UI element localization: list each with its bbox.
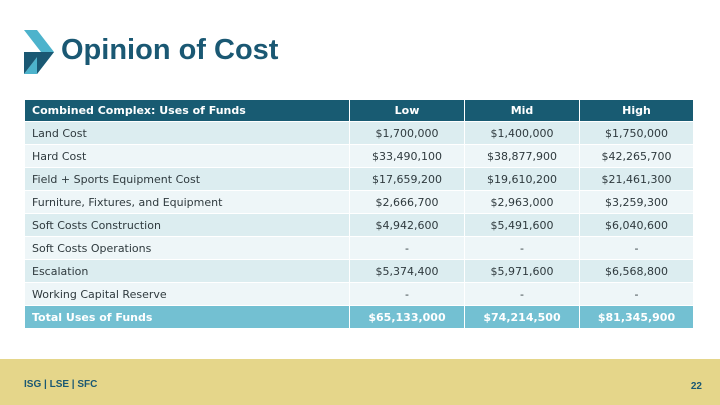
row-label: Soft Costs Operations: [24, 236, 350, 260]
mid-value: $5,491,600: [464, 213, 580, 237]
table-header-row: Combined Complex: Uses of Funds Low Mid …: [24, 99, 694, 122]
footer-band: ISG | LSE | SFC 22: [0, 359, 720, 405]
low-value: $17,659,200: [349, 167, 465, 191]
high-value: $6,040,600: [579, 213, 694, 237]
mid-value: -: [464, 236, 580, 260]
row-label: Field + Sports Equipment Cost: [24, 167, 350, 191]
page-title: Opinion of Cost: [61, 34, 279, 66]
high-value: $3,259,300: [579, 190, 694, 214]
table-row: Field + Sports Equipment Cost $17,659,20…: [24, 167, 694, 191]
column-header-high: High: [579, 99, 694, 122]
low-value: $33,490,100: [349, 144, 465, 168]
table-row: Soft Costs Operations - - -: [24, 236, 694, 260]
table-row: Working Capital Reserve - - -: [24, 282, 694, 306]
column-header-low: Low: [349, 99, 465, 122]
low-value: $5,374,400: [349, 259, 465, 283]
row-label: Working Capital Reserve: [24, 282, 350, 306]
row-label: Soft Costs Construction: [24, 213, 350, 237]
row-label: Land Cost: [24, 121, 350, 145]
total-label: Total Uses of Funds: [24, 305, 350, 329]
table-row: Hard Cost $33,490,100 $38,877,900 $42,26…: [24, 144, 694, 168]
column-header-mid: Mid: [464, 99, 580, 122]
low-value: $2,666,700: [349, 190, 465, 214]
high-value: $1,750,000: [579, 121, 694, 145]
high-value: -: [579, 282, 694, 306]
chevron-logo-icon: [24, 30, 54, 74]
total-mid-value: $74,214,500: [464, 305, 580, 329]
table-row: Furniture, Fixtures, and Equipment $2,66…: [24, 190, 694, 214]
high-value: $21,461,300: [579, 167, 694, 191]
table-row: Escalation $5,374,400 $5,971,600 $6,568,…: [24, 259, 694, 283]
mid-value: -: [464, 282, 580, 306]
low-value: $1,700,000: [349, 121, 465, 145]
column-header-category: Combined Complex: Uses of Funds: [24, 99, 350, 122]
low-value: -: [349, 236, 465, 260]
row-label: Hard Cost: [24, 144, 350, 168]
uses-of-funds-table: Combined Complex: Uses of Funds Low Mid …: [24, 99, 694, 329]
mid-value: $19,610,200: [464, 167, 580, 191]
high-value: -: [579, 236, 694, 260]
table-row: Land Cost $1,700,000 $1,400,000 $1,750,0…: [24, 121, 694, 145]
mid-value: $38,877,900: [464, 144, 580, 168]
footer-organizations: ISG | LSE | SFC: [24, 379, 98, 390]
total-low-value: $65,133,000: [349, 305, 465, 329]
total-row: Total Uses of Funds $65,133,000 $74,214,…: [24, 305, 694, 329]
mid-value: $2,963,000: [464, 190, 580, 214]
low-value: $4,942,600: [349, 213, 465, 237]
mid-value: $5,971,600: [464, 259, 580, 283]
total-high-value: $81,345,900: [579, 305, 694, 329]
high-value: $6,568,800: [579, 259, 694, 283]
row-label: Furniture, Fixtures, and Equipment: [24, 190, 350, 214]
row-label: Escalation: [24, 259, 350, 283]
table-row: Soft Costs Construction $4,942,600 $5,49…: [24, 213, 694, 237]
mid-value: $1,400,000: [464, 121, 580, 145]
page-number: 22: [690, 381, 702, 392]
low-value: -: [349, 282, 465, 306]
high-value: $42,265,700: [579, 144, 694, 168]
